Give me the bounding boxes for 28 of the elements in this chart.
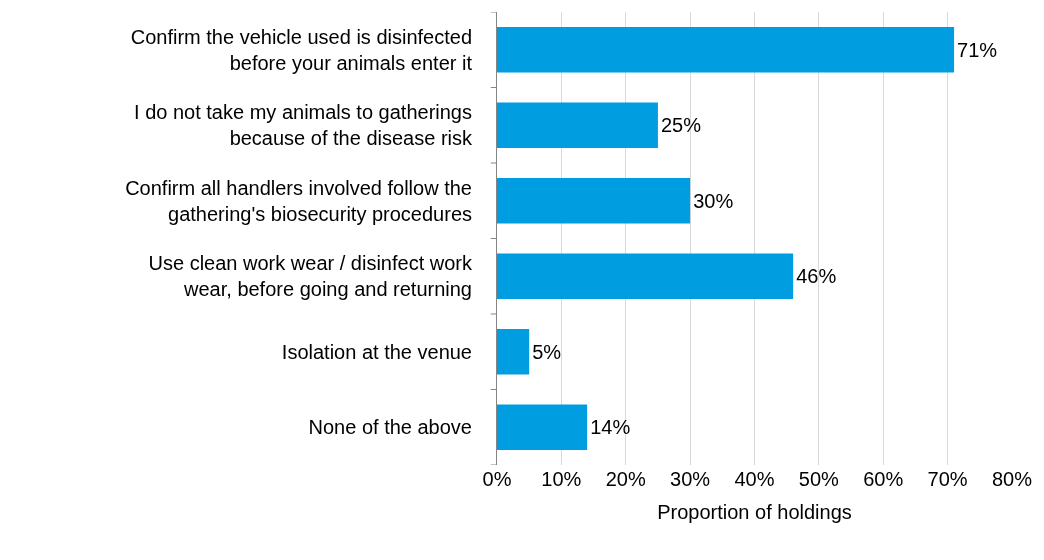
x-tick-label: 50% [798, 468, 840, 490]
y-tick-label: Confirm all handlers involved follow the gathering's biosecurity procedures [125, 176, 472, 225]
bar [497, 253, 794, 299]
data-label: 71% [957, 38, 998, 61]
data-label: 25% [660, 114, 702, 137]
y-tick-label: Use clean work wear / disinfect work wear, before going and returning [148, 252, 473, 301]
data-label: 14% [590, 416, 631, 439]
x-tick-label: 20% [605, 468, 646, 490]
x-tick-label: 70% [927, 468, 968, 490]
x-tick-label: 0% [482, 468, 512, 490]
y-tick-label: I do not take my animals to gatherings because of the disease risk [134, 101, 473, 150]
x-tick-label: 60% [863, 468, 904, 490]
bar [497, 404, 588, 450]
x-tick-label: 10% [541, 468, 582, 490]
x-tick-label: 30% [670, 468, 711, 490]
y-tick-label: None of the above [308, 416, 472, 439]
y-tick-label: Confirm the vehicle used is disinfected before your animals enter it [130, 25, 473, 74]
x-axis-title: Proportion of holdings [657, 500, 852, 523]
data-label: 5% [532, 340, 562, 363]
y-tick-label: Isolation at the venue [281, 340, 472, 363]
bar [497, 178, 691, 224]
x-tick-label: 40% [734, 468, 775, 490]
data-label: 46% [796, 265, 837, 288]
bar [497, 329, 530, 375]
bar [497, 27, 955, 73]
x-tick-label: 80% [991, 468, 1033, 490]
bar [497, 102, 658, 148]
data-label: 30% [693, 189, 734, 212]
